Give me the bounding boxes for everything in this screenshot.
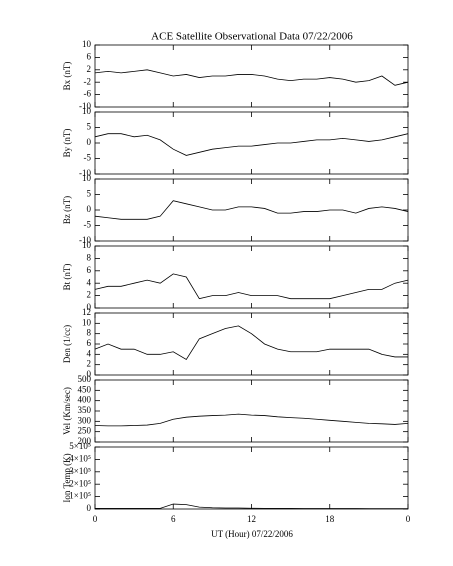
y-tick-label: -10 [79, 235, 91, 245]
y-tick-label: 4 [87, 277, 92, 287]
y-tick-label: 10 [82, 106, 92, 116]
y-tick-label: -10 [79, 101, 91, 111]
y-tick-label: -5 [84, 220, 92, 230]
y-tick-label: 0 [87, 137, 92, 147]
y-tick-label: 5×10⁵ [69, 441, 91, 451]
y-tick-label: 350 [78, 405, 92, 415]
y-tick-label: 300 [78, 415, 92, 425]
y-tick-label: 6 [87, 338, 92, 348]
y-axis-label: Bx (nT) [62, 62, 72, 91]
y-tick-label: 400 [78, 395, 92, 405]
y-tick-label: 1×10⁵ [69, 491, 91, 501]
y-tick-label: 2 [87, 64, 92, 74]
y-axis-label: Den (1/cc) [62, 325, 72, 363]
y-tick-label: 8 [87, 252, 92, 262]
x-tick-label: 6 [171, 514, 176, 524]
y-axis-label: Bz (nT) [62, 196, 72, 224]
y-tick-label: 6 [87, 265, 92, 275]
y-tick-label: -10 [79, 168, 91, 178]
data-line [94, 273, 409, 300]
chart-title: ACE Satellite Observational Data 07/22/2… [151, 31, 353, 43]
data-line [94, 133, 409, 156]
y-tick-label: 10 [82, 173, 92, 183]
y-tick-label: 4 [87, 348, 92, 358]
y-tick-label: 5 [87, 122, 92, 132]
x-tick-label: 18 [325, 514, 335, 524]
y-tick-label: 450 [78, 384, 92, 394]
y-tick-label: 500 [78, 374, 92, 384]
y-axis-label: Vel (Km/sec) [62, 387, 72, 435]
panel-frame [94, 312, 409, 376]
y-tick-label: 10 [82, 39, 92, 49]
y-tick-label: 250 [78, 426, 92, 436]
data-line [94, 325, 408, 361]
panel-frame [94, 446, 409, 510]
y-tick-label: 5 [87, 189, 92, 199]
y-tick-label: 2×10⁵ [69, 478, 91, 488]
y-tick-label: 0 [87, 204, 92, 214]
panel-frame [94, 44, 409, 108]
y-tick-label: 6 [87, 51, 92, 61]
y-tick-label: 2 [87, 359, 92, 369]
y-tick-label: 0 [87, 302, 92, 312]
y-tick-label: 200 [78, 436, 92, 446]
y-tick-label: 0 [87, 369, 92, 379]
y-tick-label: -2 [84, 76, 92, 86]
y-tick-label: 2 [87, 290, 92, 300]
y-tick-label: 3×10⁵ [69, 466, 91, 476]
y-tick-label: 12 [82, 307, 91, 317]
y-tick-label: 4×10⁵ [69, 453, 91, 463]
y-tick-label: -6 [84, 89, 92, 99]
y-tick-label: 10 [82, 317, 92, 327]
panel-frame [94, 379, 409, 443]
data-line [94, 200, 409, 220]
panel-frame [94, 245, 409, 309]
data-line [94, 413, 409, 427]
data-line [94, 69, 409, 86]
data-line [95, 503, 408, 510]
y-tick-label: 10 [82, 240, 92, 250]
y-tick-label: -5 [84, 153, 92, 163]
y-tick-label: 0 [87, 503, 92, 513]
x-tick-label: 0 [93, 514, 98, 524]
y-tick-label: 8 [87, 328, 92, 338]
panel-frame [94, 178, 409, 242]
y-axis-label: Bt (nT) [62, 264, 72, 291]
y-axis-label: By (nT) [62, 129, 72, 158]
x-tick-label: 12 [247, 514, 256, 524]
x-tick-label: 0 [406, 514, 411, 524]
panel-frame [94, 111, 409, 175]
y-axis-label: Ion Temp (K) [62, 453, 72, 502]
x-axis-label: UT (Hour) 07/22/2006 [211, 529, 293, 539]
